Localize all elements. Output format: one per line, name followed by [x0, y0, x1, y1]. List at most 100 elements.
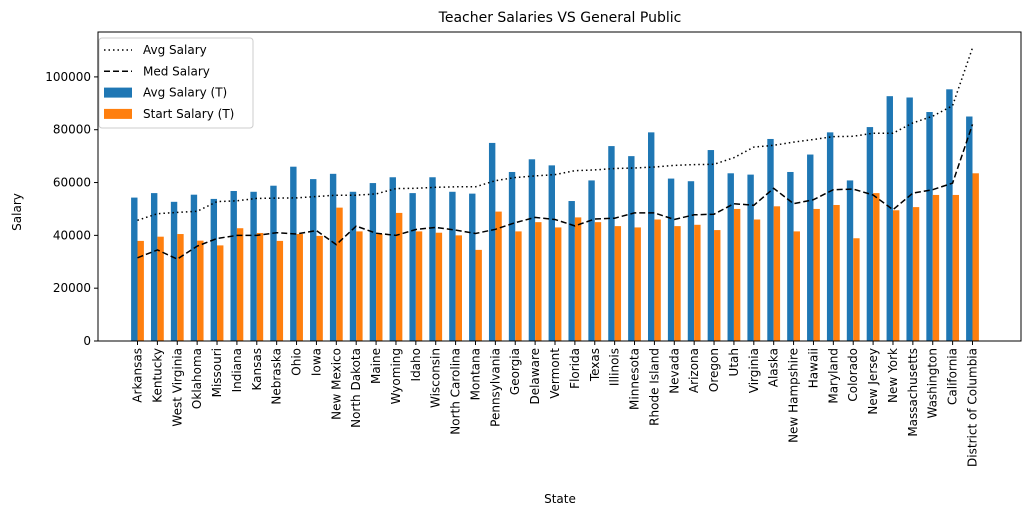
bar-start-salary-teacher — [276, 240, 284, 341]
legend-label: Avg Salary (T) — [143, 86, 227, 100]
x-tick-label: Wisconsin — [429, 348, 443, 408]
line-avg-salary — [137, 47, 974, 222]
bar-start-salary-teacher — [137, 240, 144, 341]
x-tick-label: Ohio — [290, 348, 304, 376]
chart-title: Teacher Salaries VS General Public — [438, 10, 682, 26]
bar-avg-salary-teacher — [250, 191, 257, 341]
bar-avg-salary-teacher — [906, 97, 913, 341]
bar-start-salary-teacher — [694, 224, 701, 341]
x-tick-label: Pennsylvania — [488, 348, 502, 427]
bar-start-salary-teacher — [892, 210, 900, 341]
legend-label: Med Salary — [143, 64, 210, 78]
y-tick-label: 40000 — [53, 228, 91, 242]
x-tick-label: Massachusetts — [906, 348, 920, 437]
bar-avg-salary-teacher — [588, 180, 595, 341]
bar-start-salary-teacher — [296, 234, 303, 341]
y-tick-label: 80000 — [53, 123, 91, 137]
bar-avg-salary-teacher — [210, 198, 218, 341]
bar-start-salary-teacher — [853, 238, 860, 341]
x-tick-label: Florida — [568, 348, 582, 389]
x-tick-label: Rhode Island — [647, 348, 661, 426]
legend-swatch — [104, 108, 132, 119]
bar-avg-salary-teacher — [310, 179, 317, 341]
bar-start-salary-teacher — [574, 217, 582, 341]
bar-start-salary-teacher — [654, 219, 661, 341]
bar-avg-salary-teacher — [687, 181, 695, 341]
bar-start-salary-teacher — [813, 208, 820, 341]
x-tick-label: Kentucky — [150, 348, 164, 403]
x-tick-label: Alaska — [767, 348, 781, 387]
bar-avg-salary-teacher — [270, 185, 277, 341]
bar-avg-salary-teacher — [170, 201, 178, 341]
bar-avg-salary-teacher — [926, 112, 933, 342]
bar-start-salary-teacher — [236, 228, 244, 341]
x-tick-label: Wyoming — [389, 348, 403, 404]
bar-avg-salary-teacher — [488, 142, 496, 341]
bar-avg-salary-teacher — [190, 194, 198, 341]
x-tick-label: New York — [886, 348, 900, 403]
bar-avg-salary-teacher — [449, 191, 456, 341]
bar-start-salary-teacher — [773, 206, 781, 341]
bar-start-salary-teacher — [594, 222, 602, 341]
x-tick-label: Arkansas — [131, 348, 145, 403]
bar-avg-salary-teacher — [329, 173, 337, 341]
x-axis-label: State — [544, 492, 576, 506]
bar-avg-salary-teacher — [150, 193, 158, 341]
bar-start-salary-teacher — [316, 235, 323, 341]
bar-avg-salary-teacher — [707, 150, 715, 341]
bar-start-salary-teacher — [435, 232, 443, 341]
x-tick-label: Virginia — [747, 348, 761, 393]
bar-start-salary-teacher — [336, 207, 343, 341]
bar-start-salary-teacher — [415, 231, 423, 341]
bar-avg-salary-teacher — [409, 193, 416, 341]
bar-avg-salary-teacher — [667, 178, 675, 341]
bar-start-salary-teacher — [952, 194, 960, 341]
bar-start-salary-teacher — [395, 212, 403, 341]
bar-start-salary-teacher — [495, 211, 502, 341]
bar-start-salary-teacher — [733, 208, 741, 341]
bar-start-salary-teacher — [932, 194, 940, 341]
bar-start-salary-teacher — [833, 204, 840, 341]
x-tick-label: New Jersey — [866, 348, 880, 415]
x-tick-label: New Hampshire — [787, 348, 801, 443]
x-tick-label: Texas — [588, 348, 602, 382]
x-tick-label: Idaho — [409, 348, 423, 381]
line-med-salary — [137, 124, 974, 260]
bar-start-salary-teacher — [614, 226, 622, 341]
x-tick-label: Missouri — [210, 348, 224, 397]
x-tick-label: Nevada — [667, 348, 681, 394]
bar-avg-salary-teacher — [290, 166, 297, 341]
bar-avg-salary-teacher — [389, 177, 396, 341]
bar-avg-salary-teacher — [767, 138, 774, 341]
y-tick-label: 60000 — [53, 176, 91, 190]
y-tick-label: 0 — [83, 334, 91, 348]
bar-avg-salary-teacher — [469, 193, 476, 341]
x-tick-label: Utah — [727, 348, 741, 376]
bar-start-salary-teacher — [197, 240, 204, 341]
x-tick-label: Minnesota — [628, 348, 642, 410]
bar-avg-salary-teacher — [807, 154, 814, 341]
bar-start-salary-teacher — [555, 227, 562, 341]
bar-start-salary-teacher — [912, 207, 920, 341]
y-tick-label: 20000 — [53, 281, 91, 295]
y-tick-label: 100000 — [45, 70, 91, 84]
bar-avg-salary-teacher — [727, 173, 734, 341]
bar-start-salary-teacher — [475, 249, 482, 341]
x-tick-label: California — [946, 348, 960, 405]
bar-avg-salary-teacher — [826, 132, 834, 341]
bar-avg-salary-teacher — [508, 171, 516, 341]
legend-swatch — [104, 87, 132, 98]
bar-avg-salary-teacher — [886, 96, 893, 341]
plot-area: 0 20000 40000 60000 80000 100000 Arkansas Kentu… — [45, 47, 980, 467]
x-tick-label: West Virginia — [170, 348, 184, 427]
x-tick-label: Montana — [469, 348, 483, 400]
x-tick-label: Indiana — [230, 348, 244, 392]
bar-start-salary-teacher — [793, 231, 800, 341]
legend-label: Start Salary (T) — [143, 107, 234, 121]
bar-start-salary-teacher — [515, 231, 522, 341]
bar-start-salary-teacher — [972, 173, 979, 341]
bar-start-salary-teacher — [356, 231, 363, 341]
bar-start-salary-teacher — [753, 219, 761, 341]
bar-avg-salary-teacher — [846, 180, 854, 341]
bar-start-salary-teacher — [455, 235, 462, 341]
